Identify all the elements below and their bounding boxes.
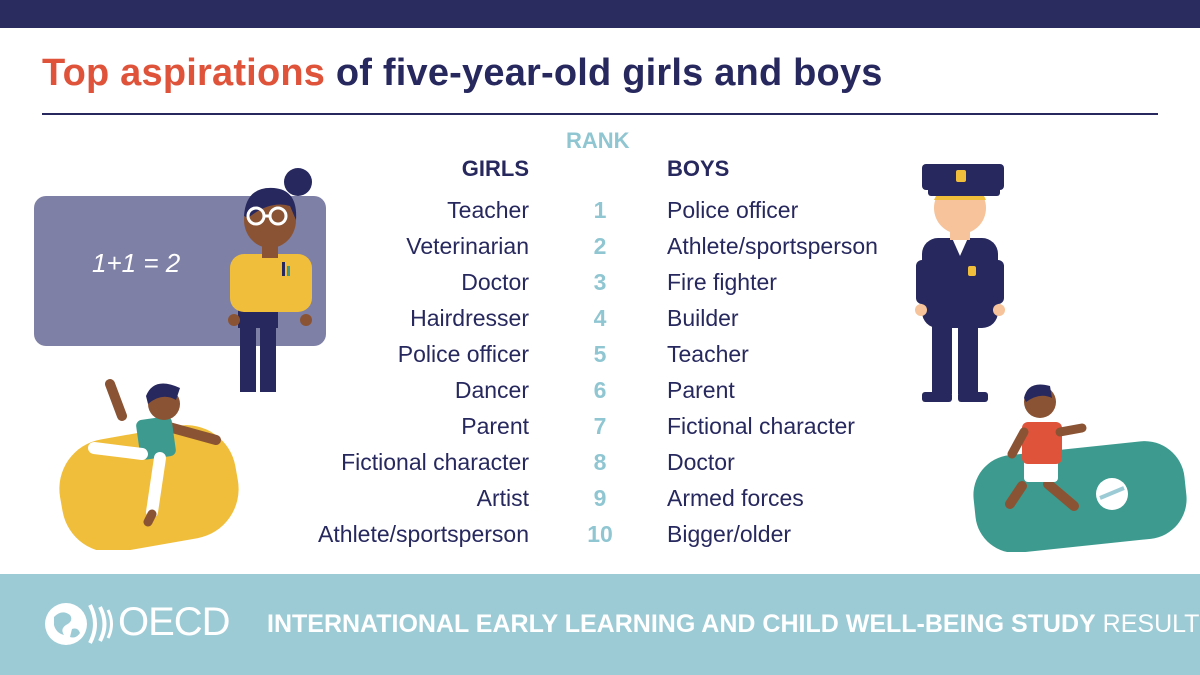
runner-illustration bbox=[973, 384, 1187, 552]
boys-rank-5: Teacher bbox=[667, 341, 749, 367]
girls-rank-7: Parent bbox=[461, 413, 529, 439]
boys-rank-7: Fictional character bbox=[667, 413, 855, 439]
girls-rank-6: Dancer bbox=[454, 377, 529, 403]
police-officer-illustration bbox=[915, 164, 1005, 402]
girls-rank-10: Athlete/sportsperson bbox=[318, 521, 529, 547]
boys-rank-3: Fire fighter bbox=[667, 269, 777, 295]
girls-rank-3: Doctor bbox=[461, 269, 529, 295]
chalkboard-text: 1+1 = 2 bbox=[92, 248, 181, 278]
dancer-illustration bbox=[59, 379, 239, 550]
girls-rank-8: Fictional character bbox=[341, 449, 529, 475]
rank-number: 7 bbox=[593, 413, 607, 439]
girls-list: Teacher Veterinarian Doctor Hairdresser … bbox=[318, 195, 529, 555]
rank-number: 10 bbox=[587, 521, 613, 547]
oecd-logo-text: OECD bbox=[118, 600, 231, 644]
rank-number: 1 bbox=[593, 197, 607, 223]
footer-band bbox=[0, 574, 1200, 675]
girls-rank-1: Teacher bbox=[447, 197, 529, 223]
rank-number: 5 bbox=[593, 341, 607, 367]
boys-list: Police officer Athlete/sportsperson Fire… bbox=[667, 195, 878, 555]
girls-rank-2: Veterinarian bbox=[406, 233, 529, 259]
teacher-illustration: 1+1 = 2 bbox=[34, 168, 326, 392]
study-title-light: RESULTS bbox=[1102, 610, 1200, 638]
girls-header: GIRLS bbox=[461, 156, 529, 181]
rank-number: 3 bbox=[593, 269, 607, 295]
title-highlight: Top aspirations bbox=[42, 52, 326, 94]
title-rest: of five-year-old girls and boys bbox=[335, 52, 883, 94]
rank-header: RANK bbox=[566, 128, 630, 153]
study-title-bold: INTERNATIONAL EARLY LEARNING AND CHILD W… bbox=[267, 610, 1096, 638]
girls-rank-5: Police officer bbox=[397, 341, 529, 367]
boys-rank-2: Athlete/sportsperson bbox=[667, 233, 878, 259]
rank-number: 8 bbox=[593, 449, 607, 475]
girls-rank-4: Hairdresser bbox=[410, 305, 529, 331]
boys-header: BOYS bbox=[667, 156, 730, 181]
oecd-globe-icon bbox=[45, 603, 113, 645]
girls-rank-9: Artist bbox=[476, 485, 529, 511]
rank-number: 2 bbox=[593, 233, 607, 259]
rank-number: 9 bbox=[593, 485, 607, 511]
boys-rank-10: Bigger/older bbox=[667, 521, 792, 547]
boys-rank-6: Parent bbox=[667, 377, 735, 403]
top-bar bbox=[0, 0, 1200, 28]
page-title: Top aspirations of five-year-old girls a… bbox=[42, 52, 883, 95]
rank-list: 1 2 3 4 5 6 7 8 9 10 bbox=[570, 195, 630, 555]
study-title: INTERNATIONAL EARLY LEARNING AND CHILD W… bbox=[267, 610, 1200, 639]
boys-rank-8: Doctor bbox=[667, 449, 735, 475]
rank-number: 4 bbox=[593, 305, 607, 331]
boys-rank-9: Armed forces bbox=[667, 485, 804, 511]
boys-rank-1: Police officer bbox=[667, 197, 799, 223]
boys-rank-4: Builder bbox=[667, 305, 739, 331]
rank-number: 6 bbox=[593, 377, 607, 403]
title-divider bbox=[42, 113, 1158, 115]
